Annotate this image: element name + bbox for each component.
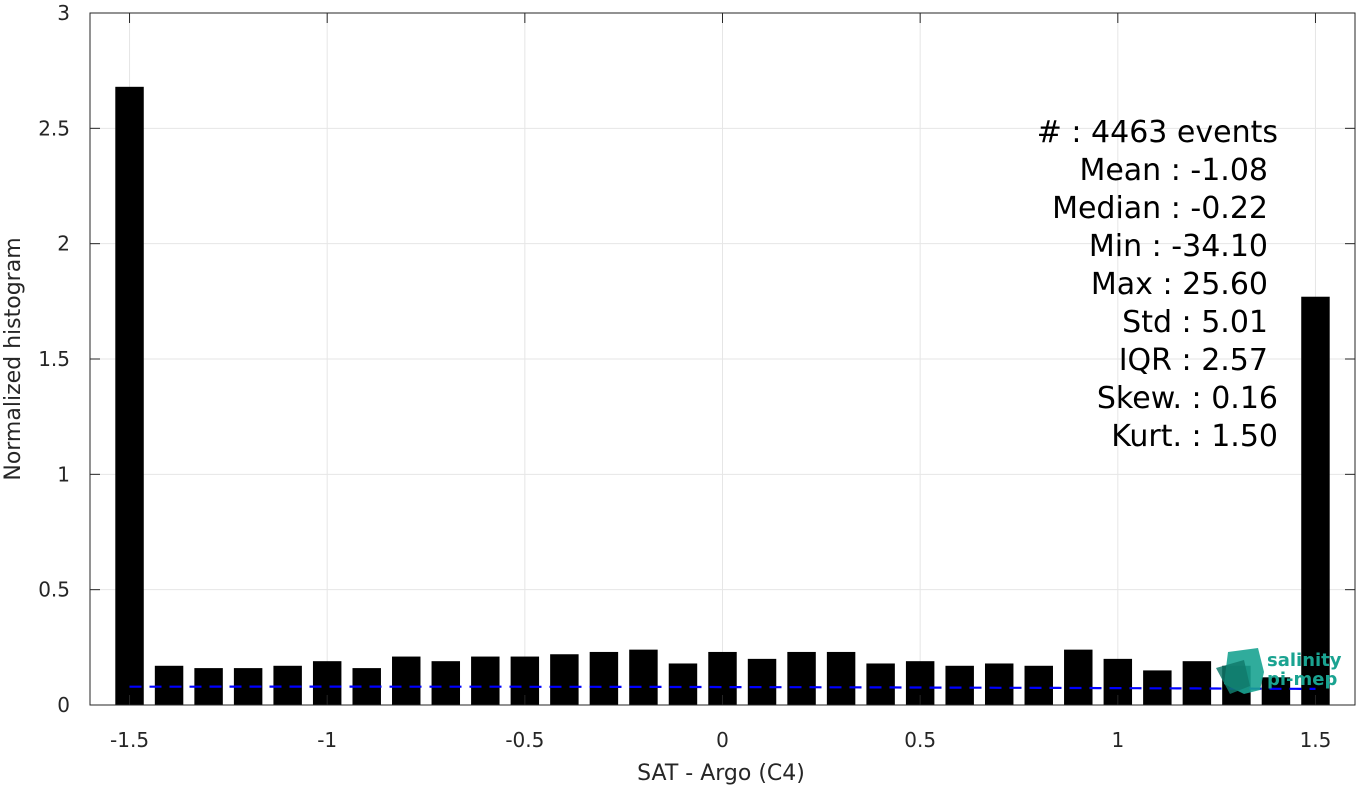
histogram-bar: [787, 651, 816, 705]
y-tick-label: 2: [57, 232, 70, 256]
histogram-bar: [866, 663, 895, 705]
x-tick-label: 0: [716, 728, 729, 752]
histogram-bars: [115, 86, 1330, 705]
stat-line: Median : -0.22: [1052, 191, 1268, 226]
axis-ticks: [90, 12, 1355, 706]
histogram-bar: [273, 665, 302, 705]
y-tick-label: 3: [57, 1, 70, 25]
histogram-bar: [1024, 665, 1053, 705]
histogram-bar: [431, 661, 461, 705]
y-tick-label: 1: [57, 462, 70, 486]
histogram-bar: [1064, 649, 1093, 705]
histogram-bar: [115, 86, 144, 705]
x-tick-label: -1: [317, 728, 337, 752]
y-tick-label: 0.5: [38, 578, 70, 602]
histogram-bar: [629, 649, 658, 705]
stat-line: Mean : -1.08: [1079, 153, 1268, 188]
histogram-bar: [154, 665, 184, 705]
logo-text-line1: salinity: [1267, 650, 1342, 671]
y-tick-labels: 0 0.5 1 1.5 2 2.5 3: [38, 1, 70, 717]
stat-line: Skew. : 0.16: [1097, 381, 1278, 416]
y-tick-label: 2.5: [38, 116, 70, 140]
x-tick-label: 1: [1111, 728, 1124, 752]
histogram-bar: [1301, 296, 1330, 705]
x-tick-labels: -1.5 -1 -0.5 0 0.5 1 1.5: [110, 728, 1331, 752]
x-tick-label: 0.5: [904, 728, 936, 752]
histogram-bar: [1261, 677, 1291, 705]
histogram-bar: [826, 651, 856, 705]
histogram-bar: [984, 663, 1014, 705]
gaussian-fit-curve: [129, 685, 1316, 690]
stat-line: Kurt. : 1.50: [1111, 419, 1278, 454]
y-tick-label: 0: [57, 693, 70, 717]
stat-line: Min : -34.10: [1089, 229, 1268, 264]
histogram-bar: [747, 658, 777, 705]
salinity-pimep-logo: salinity pi-mep: [1216, 648, 1342, 694]
y-axis-label: Normalized histogram: [1, 237, 26, 480]
histogram-bar: [945, 665, 974, 705]
histogram-bar: [668, 663, 698, 705]
stat-line: # : 4463 events: [1037, 115, 1278, 150]
histogram-bar: [471, 656, 500, 705]
stat-line: Max : 25.60: [1091, 267, 1268, 302]
stat-line: IQR : 2.57: [1119, 343, 1268, 378]
histogram-bar: [1182, 661, 1212, 705]
stat-line: Std : 5.01: [1122, 305, 1268, 340]
logo-text-line2: pi-mep: [1267, 669, 1337, 690]
histogram-bar: [550, 654, 579, 705]
x-axis-label: SAT - Argo (C4): [637, 761, 805, 786]
x-tick-label: 1.5: [1300, 728, 1332, 752]
x-tick-label: -1.5: [110, 728, 149, 752]
x-tick-label: -0.5: [505, 728, 544, 752]
histogram-bar: [589, 651, 619, 705]
y-tick-label: 1.5: [38, 347, 70, 371]
histogram-bar: [392, 656, 421, 705]
